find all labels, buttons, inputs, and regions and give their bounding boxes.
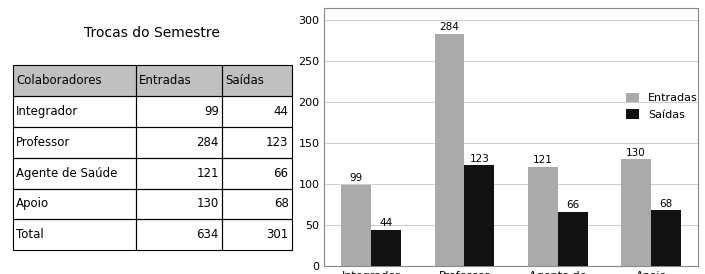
Bar <box>13 189 135 219</box>
Bar <box>371 230 401 266</box>
Bar <box>135 127 222 158</box>
Bar <box>651 210 681 266</box>
Bar <box>135 219 222 250</box>
Text: Saídas: Saídas <box>226 74 264 87</box>
Bar <box>222 189 292 219</box>
Bar <box>222 127 292 158</box>
Text: 284: 284 <box>440 22 460 32</box>
Bar <box>13 127 135 158</box>
Text: 123: 123 <box>470 153 489 164</box>
Text: 634: 634 <box>197 228 219 241</box>
Legend: Entradas, Saídas: Entradas, Saídas <box>621 88 702 124</box>
Bar <box>135 189 222 219</box>
Text: Colaboradores: Colaboradores <box>16 74 102 87</box>
Bar <box>13 158 135 189</box>
Text: 66: 66 <box>566 200 580 210</box>
Text: 121: 121 <box>196 167 219 179</box>
Bar <box>222 158 292 189</box>
Bar <box>222 96 292 127</box>
Text: 121: 121 <box>533 155 553 165</box>
Bar <box>222 219 292 250</box>
Text: Total: Total <box>16 228 44 241</box>
Text: 284: 284 <box>197 136 219 149</box>
Bar <box>621 159 651 266</box>
Bar <box>434 34 465 266</box>
Text: 68: 68 <box>659 199 673 209</box>
Bar <box>13 65 135 96</box>
Bar <box>341 185 371 266</box>
Text: Professor: Professor <box>16 136 71 149</box>
Text: 44: 44 <box>379 218 393 228</box>
Text: 130: 130 <box>626 148 646 158</box>
Bar <box>222 65 292 96</box>
Bar <box>13 65 135 96</box>
Text: 44: 44 <box>274 105 288 118</box>
Bar <box>135 65 222 96</box>
Bar <box>465 165 494 266</box>
Bar <box>13 96 135 127</box>
Text: 66: 66 <box>274 167 288 179</box>
Text: 301: 301 <box>266 228 288 241</box>
Text: 130: 130 <box>197 198 219 210</box>
Bar <box>135 96 222 127</box>
Text: Trocas do Semestre: Trocas do Semestre <box>85 26 220 40</box>
Bar <box>528 167 558 266</box>
Bar <box>13 219 135 250</box>
Bar <box>135 65 222 96</box>
Text: Apoio: Apoio <box>16 198 49 210</box>
Text: 99: 99 <box>204 105 219 118</box>
Bar <box>135 158 222 189</box>
Bar <box>558 212 588 266</box>
Text: Integrador: Integrador <box>16 105 78 118</box>
Text: Entradas: Entradas <box>139 74 192 87</box>
Text: Agente de Saúde: Agente de Saúde <box>16 167 118 179</box>
Text: 99: 99 <box>350 173 363 183</box>
Text: 68: 68 <box>274 198 288 210</box>
Bar <box>222 65 292 96</box>
Text: 123: 123 <box>266 136 288 149</box>
